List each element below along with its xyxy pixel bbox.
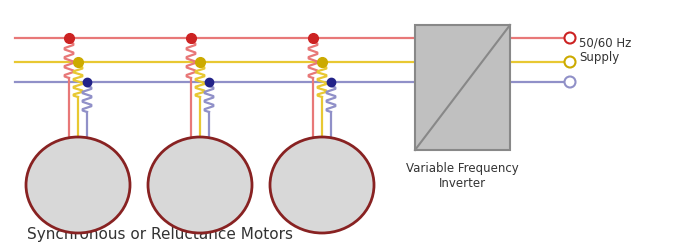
Circle shape <box>564 77 575 88</box>
Text: Synchronous or Reluctance Motors: Synchronous or Reluctance Motors <box>27 227 293 242</box>
Ellipse shape <box>26 137 130 233</box>
Bar <box>415 25 510 150</box>
Circle shape <box>564 57 575 67</box>
Text: 50/60 Hz
Supply: 50/60 Hz Supply <box>579 36 631 64</box>
Text: Variable Frequency
Inverter: Variable Frequency Inverter <box>406 162 519 190</box>
Ellipse shape <box>270 137 374 233</box>
Circle shape <box>564 32 575 44</box>
Ellipse shape <box>148 137 252 233</box>
